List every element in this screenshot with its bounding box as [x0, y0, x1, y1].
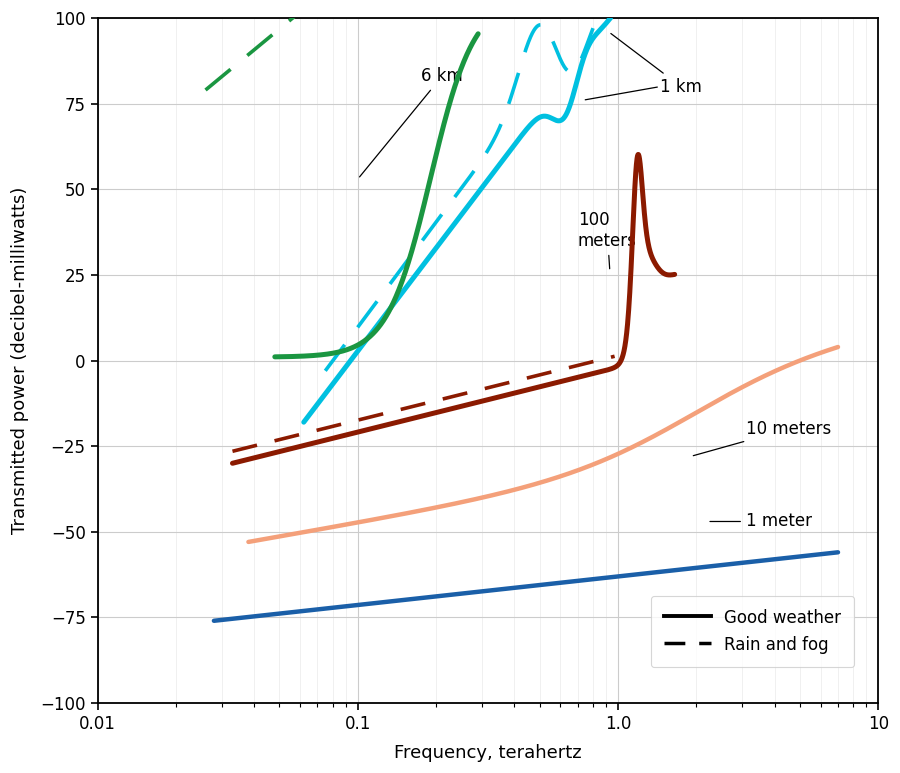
Y-axis label: Transmitted power (decibel-milliwatts): Transmitted power (decibel-milliwatts) [11, 187, 29, 534]
X-axis label: Frequency, terahertz: Frequency, terahertz [394, 744, 581, 762]
Text: 6 km: 6 km [360, 67, 463, 177]
Text: 1 km: 1 km [611, 33, 702, 96]
Text: 100
meters: 100 meters [578, 211, 636, 269]
Legend: Good weather, Rain and fog: Good weather, Rain and fog [651, 596, 854, 667]
Text: 1 meter: 1 meter [710, 512, 812, 530]
Text: 10 meters: 10 meters [693, 420, 832, 455]
